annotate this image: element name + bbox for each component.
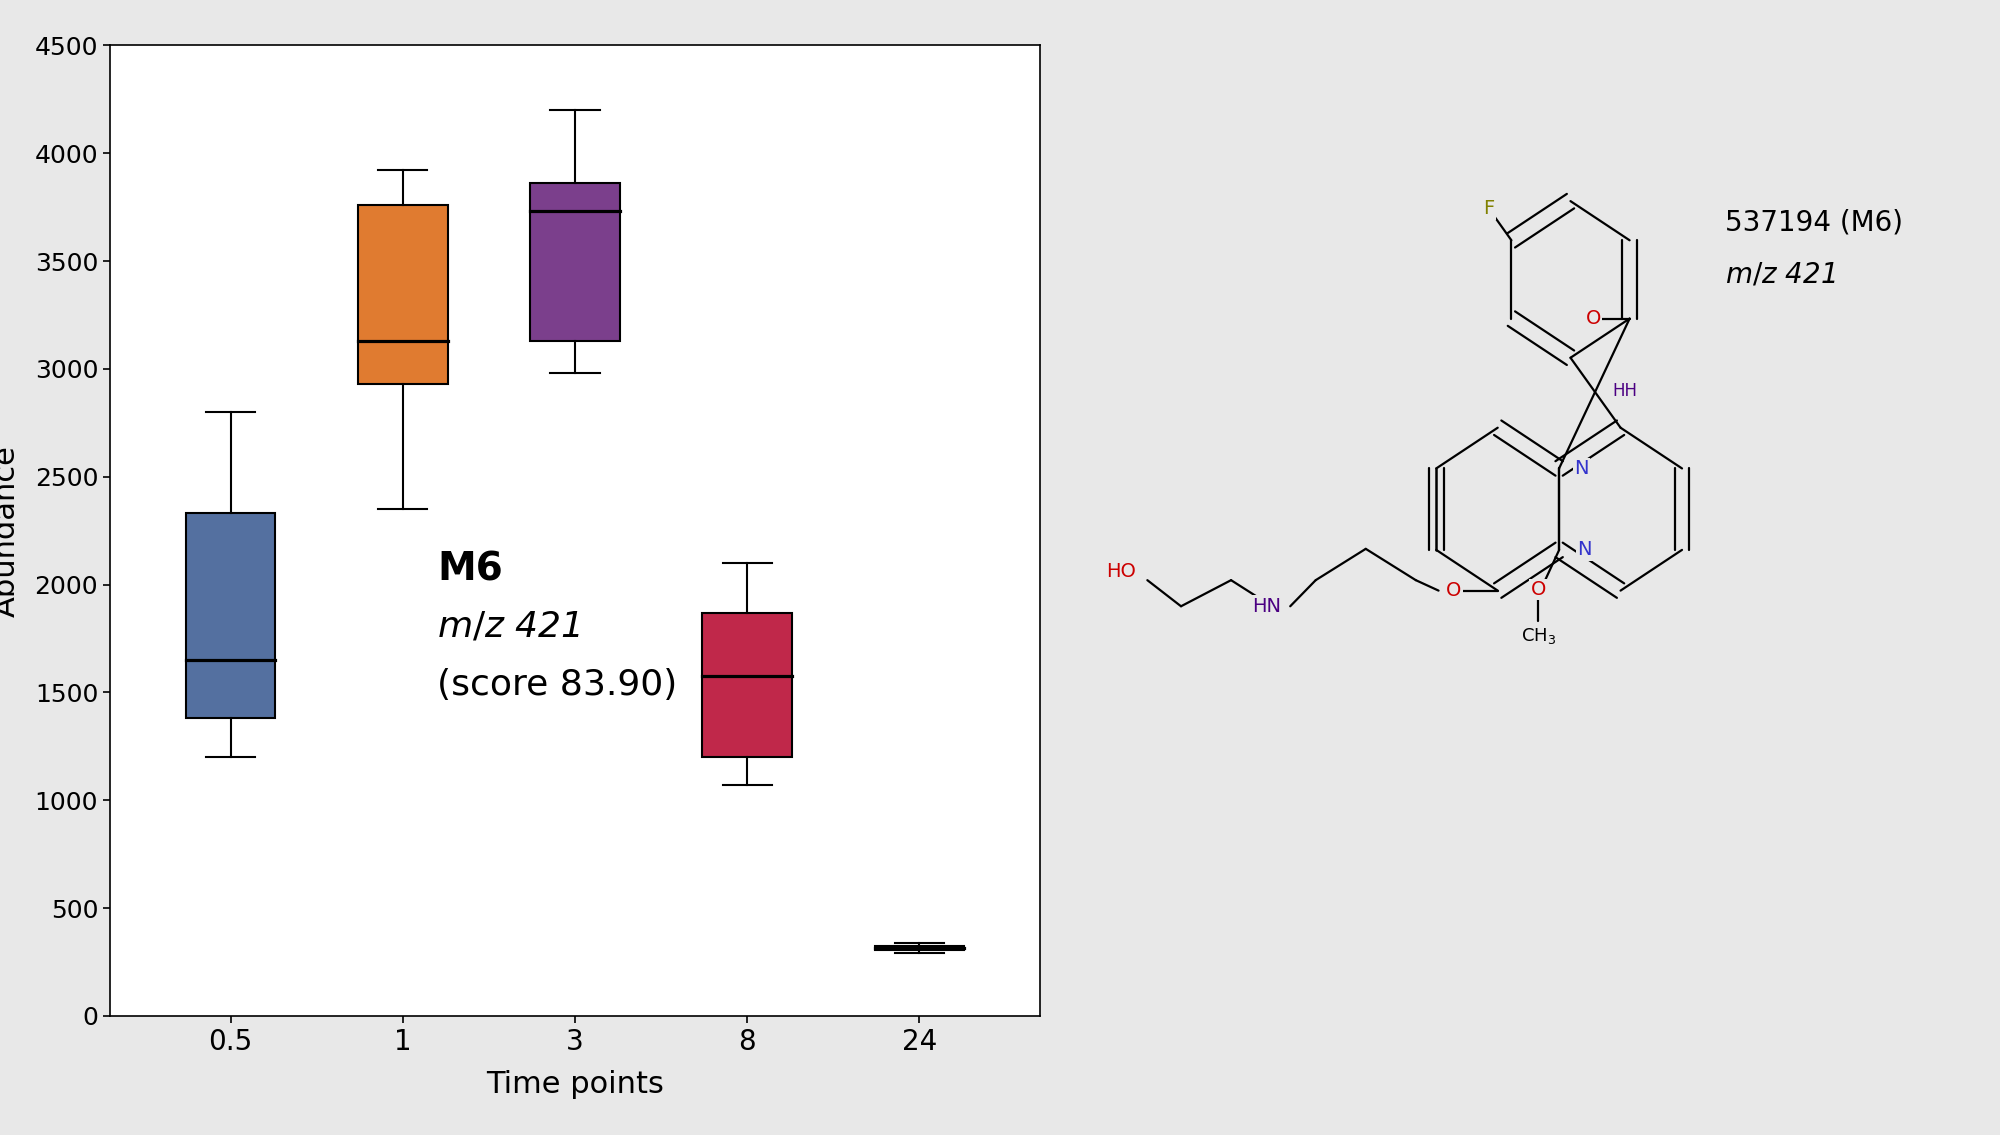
Bar: [186, 513, 276, 718]
Text: HH: HH: [1612, 382, 1638, 401]
Bar: [874, 947, 964, 950]
Y-axis label: Abundance: Abundance: [0, 445, 20, 616]
Text: (score 83.90): (score 83.90): [438, 667, 678, 701]
Bar: [530, 184, 620, 340]
Text: F: F: [1484, 200, 1494, 218]
Bar: [358, 205, 448, 384]
Text: M6: M6: [438, 550, 502, 588]
Text: 537194 (M6): 537194 (M6): [1726, 208, 1904, 236]
Text: $m/z$ 421: $m/z$ 421: [438, 609, 580, 644]
Text: O: O: [1446, 581, 1462, 600]
Text: HN: HN: [1252, 597, 1282, 616]
Text: HO: HO: [1106, 562, 1136, 581]
Text: N: N: [1574, 459, 1590, 478]
X-axis label: Time points: Time points: [486, 1069, 664, 1099]
Text: O: O: [1530, 580, 1546, 599]
Text: CH$_3$: CH$_3$: [1520, 625, 1556, 646]
Bar: [702, 613, 792, 757]
Text: N: N: [1578, 540, 1592, 560]
Text: O: O: [1586, 309, 1600, 328]
Text: $m/z$ 421: $m/z$ 421: [1726, 260, 1836, 288]
